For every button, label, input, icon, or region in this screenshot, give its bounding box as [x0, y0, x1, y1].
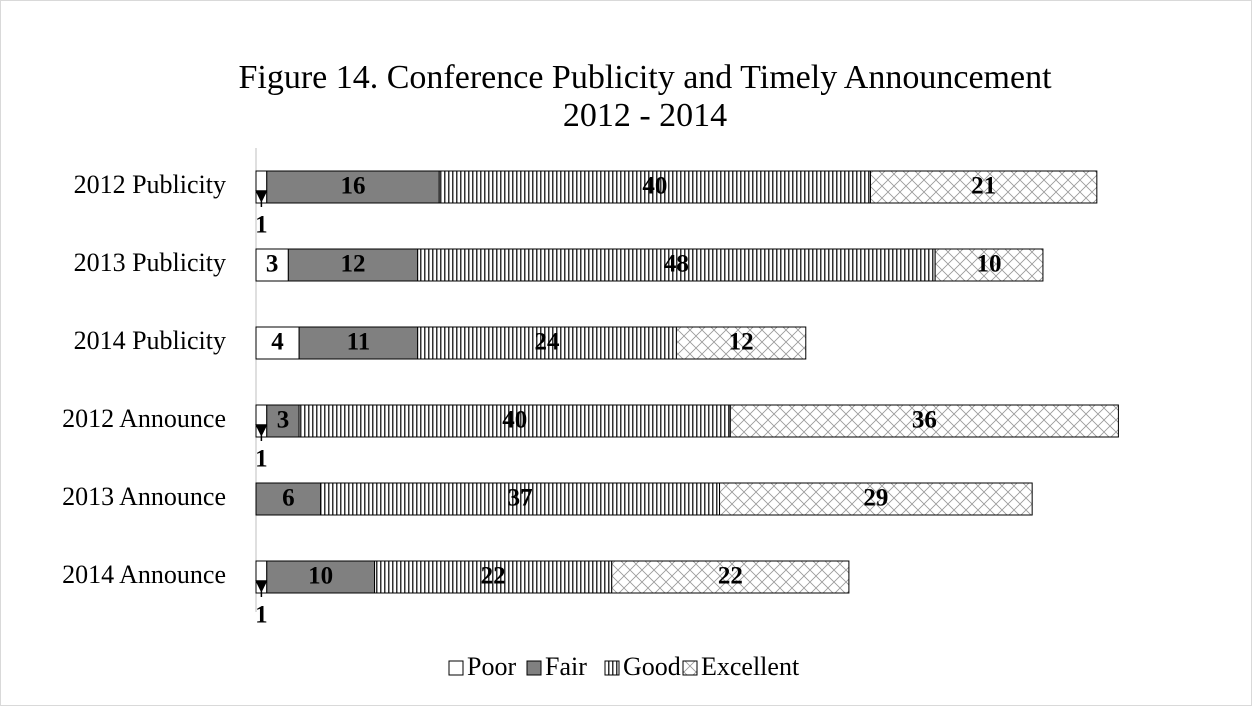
legend-label: Fair: [545, 652, 587, 681]
bar-segment: [320, 482, 721, 516]
chart-subtitle: 2012 - 2014: [563, 97, 727, 134]
chart-title: Figure 14. Conference Publicity and Time…: [238, 59, 1052, 96]
value-label: 16: [341, 173, 366, 200]
value-label: 36: [912, 407, 937, 434]
bar-segment: [266, 560, 376, 594]
value-label: 10: [308, 563, 333, 590]
bar-segment: [255, 248, 289, 282]
legend-label: Good: [623, 652, 681, 681]
value-label: 10: [977, 251, 1002, 278]
bar-segment: [417, 248, 936, 282]
value-label: 40: [502, 407, 527, 434]
legend-label: Excellent: [701, 652, 800, 681]
value-label: 12: [341, 251, 366, 278]
category-label: 2012 Publicity: [74, 170, 226, 199]
bar-segment: [255, 326, 300, 360]
bar-segment: [287, 248, 419, 282]
bar-segment: [729, 404, 1119, 438]
value-label: 1: [255, 446, 268, 473]
value-label: 3: [277, 407, 290, 434]
legend-swatch: [682, 660, 698, 676]
value-label: 29: [863, 485, 888, 512]
value-label: 37: [508, 485, 533, 512]
value-label: 40: [642, 173, 667, 200]
bar-segment: [266, 404, 300, 438]
bar-segment: [934, 248, 1044, 282]
value-label: 6: [282, 485, 295, 512]
bar-segment: [869, 170, 1098, 204]
value-label: 11: [347, 329, 371, 356]
value-label: 1: [255, 212, 268, 239]
bar-segment: [611, 560, 850, 594]
label-arrow: [255, 580, 268, 597]
value-label: 4: [271, 329, 284, 356]
category-label: 2012 Announce: [62, 404, 226, 433]
value-label: 24: [535, 329, 561, 356]
bar-segment: [417, 326, 677, 360]
value-label: 22: [481, 563, 506, 590]
legend-label: Poor: [467, 652, 516, 681]
value-label: 21: [971, 173, 996, 200]
legend-swatch: [604, 660, 620, 676]
category-label: 2014 Announce: [62, 560, 226, 589]
legend-swatch: [526, 660, 542, 676]
legend-swatch: [448, 660, 464, 676]
label-arrow: [255, 424, 268, 441]
category-label: 2014 Publicity: [74, 326, 226, 355]
category-label: 2013 Publicity: [74, 248, 226, 277]
value-label: 1: [255, 602, 268, 629]
value-label: 22: [718, 563, 743, 590]
bar-segment: [298, 326, 419, 360]
bar-segment: [255, 482, 322, 516]
bar-segment: [438, 170, 871, 204]
value-label: 48: [664, 251, 689, 278]
label-arrow: [255, 190, 268, 207]
bar-segment: [675, 326, 807, 360]
value-label: 12: [729, 329, 754, 356]
bar-segment: [374, 560, 613, 594]
bar-segment: [719, 482, 1033, 516]
value-label: 3: [266, 251, 279, 278]
category-label: 2013 Announce: [62, 482, 226, 511]
